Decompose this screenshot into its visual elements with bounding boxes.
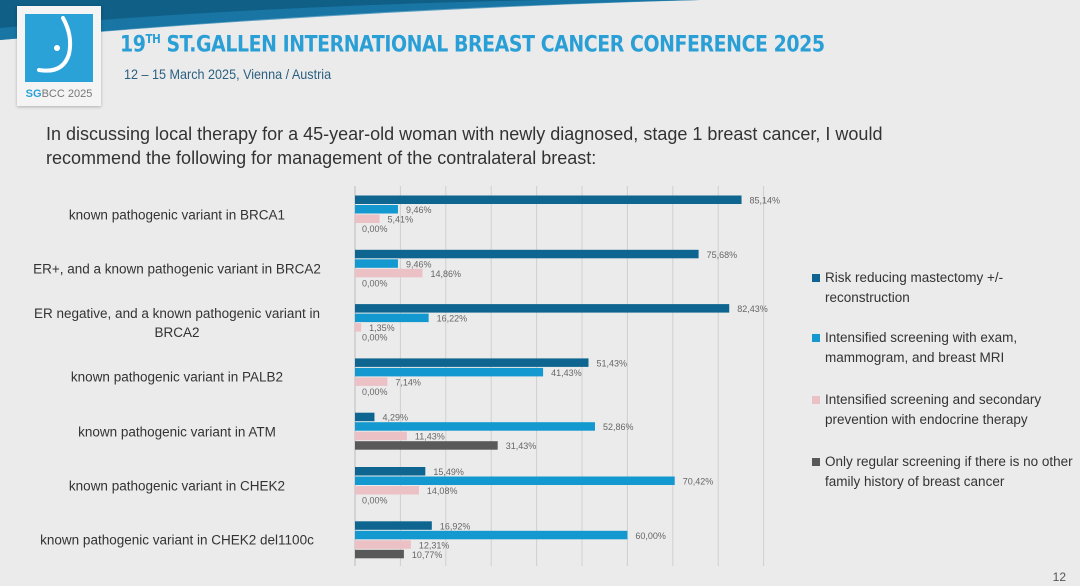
bar (355, 323, 362, 332)
bar (355, 530, 628, 540)
bar (355, 377, 388, 386)
breast-logo-icon (37, 16, 73, 73)
category-label: known pathogenic variant in ATM (78, 424, 276, 440)
data-label: 41,43% (551, 368, 582, 378)
conference-title: 19TH ST.GALLEN INTERNATIONAL BREAST CANC… (120, 32, 825, 58)
bar (355, 304, 730, 313)
data-label: 15,49% (433, 467, 464, 477)
bar (355, 214, 380, 223)
legend-item: Risk reducing mastectomy +/- reconstruct… (812, 268, 1074, 308)
bar (355, 313, 429, 323)
bar (355, 249, 699, 259)
bar (355, 521, 432, 530)
data-label: 10,77% (412, 550, 443, 560)
category-label: known pathogenic variant in CHEK2 del110… (40, 532, 314, 548)
data-label: 0,00% (362, 333, 388, 343)
legend-label: Risk reducing mastectomy +/- reconstruct… (825, 270, 1004, 305)
logo-text: SGBCC 2025 (25, 88, 93, 100)
data-label: 5,41% (388, 215, 414, 225)
data-label: 31,43% (506, 441, 537, 451)
data-label: 85,14% (750, 196, 781, 206)
category-label: known pathogenic variant in CHEK2 (68, 478, 286, 494)
bar (355, 412, 375, 422)
bar (355, 431, 407, 441)
bar (355, 268, 423, 278)
bar (355, 549, 404, 559)
data-label: 11,43% (415, 432, 445, 442)
bar (355, 358, 589, 367)
bar (355, 486, 419, 495)
bar (355, 259, 398, 268)
data-label: 9,46% (406, 205, 432, 215)
bar (355, 441, 498, 450)
data-label: 14,86% (430, 269, 461, 279)
category-label: ER+, and a known pathogenic variant in B… (33, 261, 321, 277)
data-label: 0,00% (362, 387, 388, 397)
data-label: 16,92% (440, 521, 471, 531)
legend-item: Only regular screening if there is no ot… (812, 452, 1074, 492)
data-label: 0,00% (362, 496, 388, 506)
data-label: 70,42% (683, 477, 714, 487)
legend-item: Intensified screening and secondary prev… (812, 390, 1074, 430)
data-label: 14,08% (427, 486, 458, 496)
data-label: 0,00% (362, 278, 388, 288)
legend-swatch (812, 274, 820, 282)
data-label: 82,43% (737, 304, 768, 314)
sgbcc-logo: SGBCC 2025 (17, 6, 101, 106)
header-swoosh (0, 0, 700, 40)
legend-label: Only regular screening if there is no ot… (825, 454, 1073, 489)
data-label: 16,22% (437, 314, 468, 324)
category-label: known pathogenic variant in PALB2 (70, 369, 284, 385)
data-label: 12,31% (419, 540, 450, 550)
data-label: 9,46% (406, 259, 432, 269)
data-label: 51,43% (596, 358, 627, 368)
conference-subtitle: 12 – 15 March 2025, Vienna / Austria (124, 66, 332, 82)
data-label: 0,00% (362, 224, 388, 234)
data-label: 7,14% (395, 377, 421, 387)
data-label: 52,86% (603, 422, 634, 432)
data-label: 75,68% (707, 250, 738, 260)
question-text: In discussing local therapy for a 45-yea… (46, 124, 883, 168)
category-label: ER negative, and a known pathogenic vari… (34, 306, 320, 341)
bar (355, 205, 398, 214)
bar (355, 422, 595, 431)
category-label: known pathogenic variant in BRCA1 (68, 207, 286, 222)
data-label: 60,00% (635, 531, 666, 541)
bar (355, 467, 426, 476)
data-label: 1,35% (369, 323, 395, 333)
legend-swatch (812, 396, 820, 404)
legend-label: Intensified screening and secondary prev… (825, 392, 1042, 427)
data-label: 4,29% (382, 413, 408, 423)
legend-swatch (812, 458, 820, 466)
bar (355, 540, 411, 549)
legend-label: Intensified screening with exam, mammogr… (825, 330, 1018, 365)
bar (355, 195, 742, 204)
legend-item: Intensified screening with exam, mammogr… (812, 328, 1074, 368)
bar (355, 367, 544, 377)
bar (355, 476, 675, 485)
logo-mark (25, 14, 93, 82)
legend-swatch (812, 334, 820, 342)
page-number: 12 (1052, 570, 1066, 584)
